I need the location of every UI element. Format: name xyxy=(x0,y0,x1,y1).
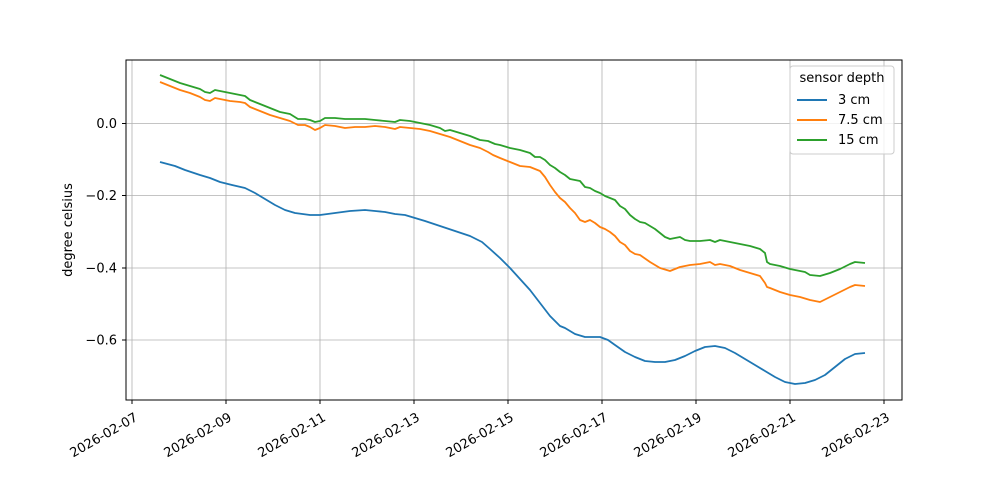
y-tick-label: −0.4 xyxy=(85,262,117,277)
series-15cm-line xyxy=(159,74,866,277)
x-axis: 2026-02-07 2026-02-09 2026-02-11 2026-02-13… xyxy=(68,400,893,461)
legend-label-3cm: 3 cm xyxy=(838,93,870,108)
grid-lines xyxy=(126,60,902,400)
series-3cm-line xyxy=(159,161,866,385)
plot-area xyxy=(126,60,902,400)
legend-title: sensor depth xyxy=(799,71,884,86)
legend-label-15cm: 15 cm xyxy=(838,133,879,148)
legend-box xyxy=(789,65,895,155)
x-tick-label: 2026-02-09 xyxy=(162,410,235,461)
axes-frame xyxy=(125,59,903,401)
x-tick-label: 2026-02-23 xyxy=(820,410,893,461)
y-axis: 0.0 −0.2 −0.4 −0.6 xyxy=(85,117,126,349)
x-tick-label: 2026-02-19 xyxy=(632,410,705,461)
legend-label-7-5cm: 7.5 cm xyxy=(838,113,883,128)
y-tick-label: −0.2 xyxy=(85,189,117,204)
x-tick-label: 2026-02-21 xyxy=(726,410,799,461)
y-axis-label: degree celsius xyxy=(61,183,76,277)
series-lines xyxy=(159,74,866,385)
x-tick-label: 2026-02-07 xyxy=(68,410,141,461)
legend: sensor depth 3 cm 7.5 cm 15 cm xyxy=(789,65,895,155)
x-tick-label: 2026-02-13 xyxy=(350,410,423,461)
y-tick-label: 0.0 xyxy=(96,117,117,132)
x-tick-label: 2026-02-15 xyxy=(444,410,517,461)
y-tick-label: −0.6 xyxy=(85,334,117,349)
x-tick-label: 2026-02-17 xyxy=(538,410,611,461)
x-tick-label: 2026-02-11 xyxy=(256,410,329,461)
series-7-5cm-line xyxy=(159,81,866,303)
